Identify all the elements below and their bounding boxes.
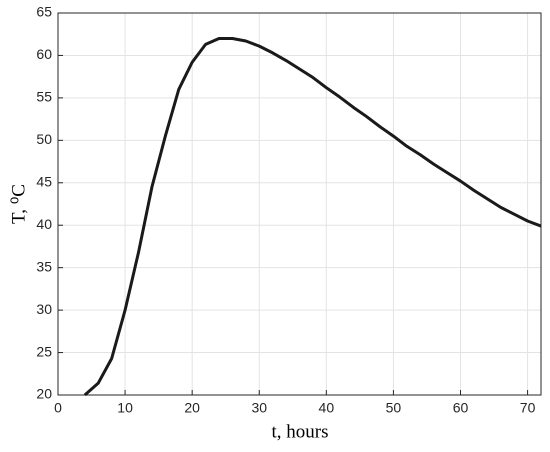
y-tick-label: 30 xyxy=(36,301,52,317)
y-tick-label: 45 xyxy=(36,173,52,189)
x-tick-label: 0 xyxy=(54,400,62,416)
x-tick-label: 50 xyxy=(386,400,402,416)
x-axis-label: t, hours xyxy=(272,421,329,442)
y-tick-label: 55 xyxy=(36,89,52,105)
x-tick-label: 70 xyxy=(520,400,536,416)
x-tick-label: 10 xyxy=(117,400,133,416)
y-tick-label: 65 xyxy=(36,4,52,20)
data-line xyxy=(83,36,542,397)
x-tick-label: 60 xyxy=(453,400,469,416)
y-tick-label: 25 xyxy=(36,343,52,359)
y-tick-label: 60 xyxy=(36,46,52,62)
x-tick-label: 30 xyxy=(251,400,267,416)
x-tick-label: 40 xyxy=(319,400,335,416)
y-tick-label: 50 xyxy=(36,131,52,147)
plot-frame xyxy=(57,12,542,396)
y-tick-label: 40 xyxy=(36,216,52,232)
x-tick-label: 20 xyxy=(184,400,200,416)
y-axis-label: T, ⁰C xyxy=(8,184,29,224)
y-tick-label: 35 xyxy=(36,258,52,274)
y-tick-label: 20 xyxy=(36,386,52,402)
